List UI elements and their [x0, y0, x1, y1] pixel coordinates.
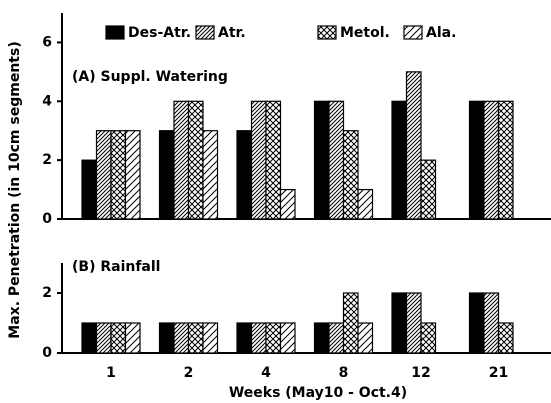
bar [313, 322, 330, 354]
bar [158, 130, 175, 220]
bar [328, 322, 345, 354]
bar [483, 100, 500, 220]
x-tick-label: 8 [339, 365, 349, 381]
bar [357, 322, 374, 354]
bar [497, 322, 514, 354]
bar [187, 322, 204, 354]
x-tick-label: 4 [261, 365, 271, 381]
bar [328, 100, 345, 220]
bar [173, 322, 190, 354]
y-tick-label: 0 [42, 211, 52, 227]
bar [265, 322, 282, 354]
y-tick-label: 6 [42, 34, 52, 50]
bar [202, 322, 219, 354]
bar [342, 292, 359, 354]
x-tick-label: 1 [106, 365, 116, 381]
bar [342, 130, 359, 220]
bar [468, 100, 485, 220]
bar [420, 322, 437, 354]
bar [173, 100, 190, 220]
bar [405, 292, 422, 354]
bar [483, 292, 500, 354]
legend-swatch [105, 25, 125, 40]
legend-swatch [403, 25, 423, 40]
bar [391, 100, 408, 220]
legend-swatch [317, 25, 337, 40]
x-tick-label: 21 [489, 365, 508, 381]
bar [279, 322, 296, 354]
bar [497, 100, 514, 220]
legend-swatch [195, 25, 215, 40]
bar [313, 100, 330, 220]
y-axis-label: Max. Penetration (in 10cm segments) [7, 41, 23, 338]
x-axis-label: Weeks (May10 - Oct.4) [229, 385, 407, 401]
bar [236, 130, 253, 220]
bar [236, 322, 253, 354]
bar [405, 71, 422, 220]
y-tick-label: 2 [42, 152, 52, 168]
bar [158, 322, 175, 354]
bar [110, 322, 127, 354]
bar [468, 292, 485, 354]
bar [95, 322, 112, 354]
bar [202, 130, 219, 220]
bar [95, 130, 112, 220]
panel-label: (B) Rainfall [72, 259, 160, 275]
bar [265, 100, 282, 220]
y-tick-label: 0 [42, 345, 52, 361]
bar [187, 100, 204, 220]
x-tick-label: 2 [184, 365, 194, 381]
panel-label: (A) Suppl. Watering [72, 69, 228, 85]
legend-label: Des-Atr. [128, 25, 191, 41]
bar [124, 322, 141, 354]
legend-label: Ala. [426, 25, 456, 41]
bar [250, 100, 267, 220]
bar [81, 159, 98, 220]
y-tick-label: 2 [42, 285, 52, 301]
y-tick-label: 4 [42, 93, 52, 109]
bar [279, 188, 296, 220]
bar [420, 159, 437, 220]
bar [357, 188, 374, 220]
bar [81, 322, 98, 354]
bar [124, 130, 141, 220]
bar [391, 292, 408, 354]
legend-label: Atr. [218, 25, 246, 41]
bar [250, 322, 267, 354]
legend-label: Metol. [340, 25, 390, 41]
x-tick-label: 12 [411, 365, 430, 381]
bar [110, 130, 127, 220]
